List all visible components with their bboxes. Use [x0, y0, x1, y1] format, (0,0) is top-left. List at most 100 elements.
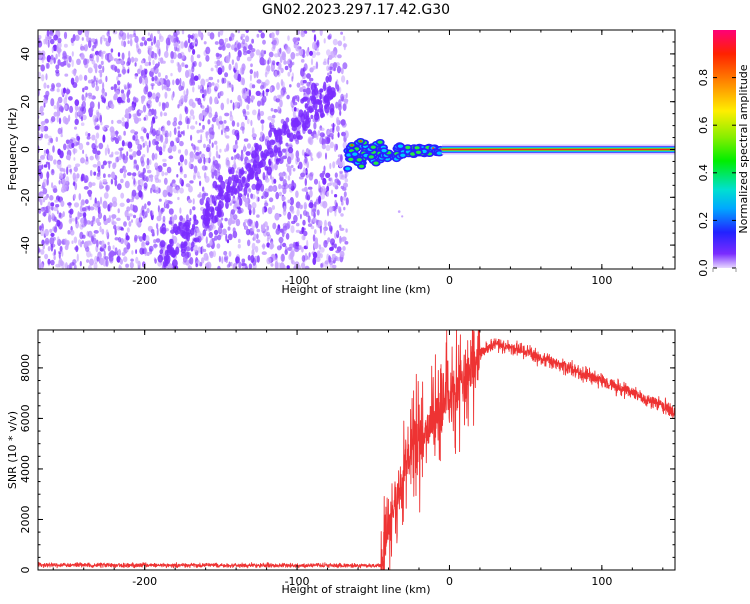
noise-dot — [280, 253, 285, 262]
noise-dot — [209, 96, 213, 105]
noise-dot — [333, 143, 337, 152]
noise-dot — [332, 38, 338, 46]
noise-dot — [165, 75, 168, 80]
noise-dot — [211, 116, 217, 123]
streak-dot — [180, 248, 186, 254]
noise-dot — [338, 160, 343, 168]
noise-dot — [280, 89, 283, 97]
noise-dot — [331, 253, 336, 259]
noise-dot — [308, 252, 311, 258]
noise-dot — [177, 52, 183, 59]
noise-dot — [341, 236, 347, 242]
noise-dot — [255, 70, 259, 79]
noise-dot — [121, 62, 125, 68]
noise-dot — [326, 134, 331, 143]
noise-dot — [58, 117, 62, 125]
noise-dot — [131, 219, 133, 223]
noise-dot — [253, 71, 257, 79]
noise-dot — [132, 214, 137, 219]
noise-dot — [317, 130, 321, 136]
noise-dot — [169, 216, 172, 221]
colorbar-label: Normalized spectral amplitude — [737, 64, 750, 233]
noise-dot — [103, 37, 108, 42]
noise-dot — [148, 54, 152, 62]
noise-dot — [56, 236, 60, 244]
noise-dot — [53, 188, 58, 193]
noise-dot — [235, 153, 240, 159]
noise-dot — [51, 182, 54, 189]
noise-dot — [291, 251, 294, 259]
noise-dot — [131, 56, 135, 63]
noise-dot — [160, 57, 164, 64]
noise-dot — [188, 161, 192, 169]
noise-dot — [91, 38, 96, 43]
noise-dot — [110, 64, 114, 70]
noise-dot — [173, 117, 178, 123]
noise-dot — [209, 251, 214, 259]
noise-dot — [43, 102, 46, 108]
noise-dot — [264, 83, 268, 87]
noise-dot — [177, 149, 182, 154]
noise-dot — [104, 92, 108, 97]
blob-inner — [414, 146, 420, 150]
streak-dot — [289, 132, 294, 142]
noise-dot — [71, 142, 75, 149]
noise-dot — [312, 234, 316, 242]
noise-dot — [50, 168, 55, 176]
noise-dot — [325, 152, 327, 160]
streak-dot — [258, 161, 262, 169]
noise-dot — [89, 155, 94, 161]
noise-dot — [42, 187, 48, 195]
noise-dot — [250, 255, 255, 263]
noise-dot — [103, 214, 107, 222]
noise-dot — [126, 61, 130, 67]
noise-dot — [65, 94, 68, 100]
noise-dot — [184, 148, 189, 156]
noise-dot — [179, 113, 183, 122]
noise-dot — [225, 233, 228, 242]
noise-dot — [253, 233, 257, 241]
noise-dot — [93, 230, 99, 234]
noise-dot — [289, 84, 292, 88]
noise-dot — [329, 128, 333, 133]
noise-dot — [93, 262, 98, 269]
noise-dot — [266, 242, 271, 248]
noise-dot — [220, 30, 224, 36]
noise-dot — [120, 89, 125, 94]
noise-dot — [251, 242, 256, 251]
noise-dot — [50, 116, 56, 123]
noise-dot — [340, 31, 343, 35]
noise-dot — [270, 174, 272, 180]
noise-dot — [64, 185, 68, 191]
noise-dot — [329, 141, 334, 149]
noise-dot — [170, 72, 173, 77]
noise-dot — [261, 206, 265, 215]
noise-dot — [42, 178, 48, 187]
noise-dot — [85, 156, 89, 162]
noise-dot — [107, 148, 110, 155]
noise-dot — [221, 129, 223, 136]
noise-dot — [95, 154, 100, 161]
streak-dot — [237, 193, 243, 198]
streak-dot — [166, 244, 172, 250]
noise-dot — [89, 54, 94, 62]
noise-dot — [233, 144, 239, 150]
noise-dot — [50, 259, 55, 266]
noise-dot — [65, 176, 70, 184]
noise-dot — [300, 204, 303, 209]
noise-dot — [323, 38, 326, 44]
streak-dot — [191, 223, 196, 231]
noise-dot — [344, 241, 349, 245]
noise-dot — [59, 167, 65, 172]
noise-dot — [68, 55, 72, 63]
noise-dot — [344, 178, 349, 183]
noise-dot — [111, 171, 116, 179]
noise-dot — [267, 207, 273, 215]
streak-dot — [283, 129, 287, 136]
noise-dot — [283, 205, 287, 212]
noise-dot — [188, 98, 194, 107]
noise-dot — [53, 34, 58, 41]
noise-dot — [230, 261, 233, 267]
noise-dot — [67, 230, 71, 235]
noise-dot — [98, 64, 102, 70]
